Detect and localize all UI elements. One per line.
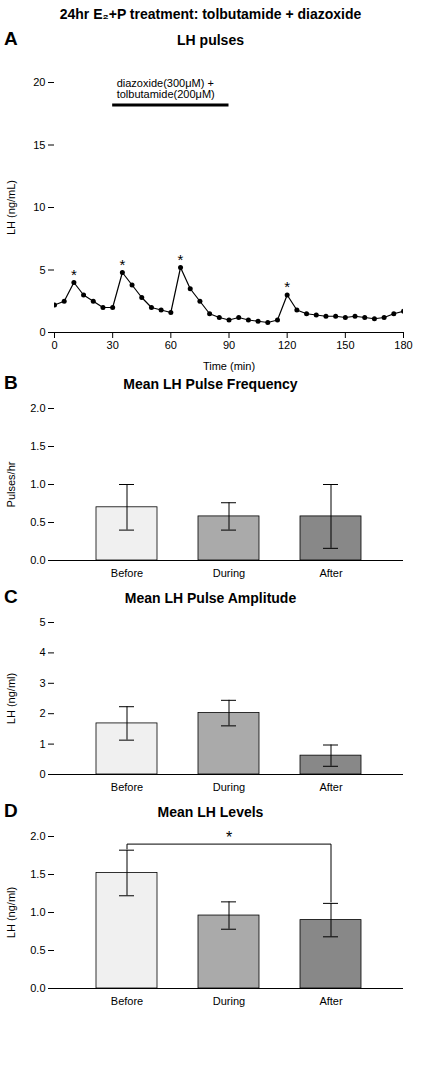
- html-text:Mean LH Pulse Amplitude: Mean LH Pulse Amplitude: [124, 590, 297, 606]
- html-text:B: B: [4, 372, 18, 393]
- svg-text:*: *: [284, 278, 290, 295]
- svg-text:During: During: [213, 781, 245, 793]
- svg-text:0: 0: [39, 768, 45, 780]
- svg-text:After: After: [319, 995, 343, 1007]
- svg-text:Before: Before: [111, 995, 143, 1007]
- svg-text:During: During: [213, 567, 245, 579]
- html-text:Mean LH Levels: Mean LH Levels: [157, 804, 264, 820]
- html-text:Mean LH Pulse Frequency: Mean LH Pulse Frequency: [123, 376, 298, 392]
- svg-text:180: 180: [394, 339, 412, 351]
- svg-text:90: 90: [223, 339, 235, 351]
- html-text:24hr E₂+P treatment: tolbutami: 24hr E₂+P treatment: tolbutamide + diazo…: [59, 6, 362, 22]
- svg-text:15: 15: [33, 139, 45, 151]
- svg-text:0: 0: [39, 326, 45, 338]
- html-text:A: A: [4, 28, 18, 49]
- svg-text:2: 2: [39, 707, 45, 719]
- svg-text:60: 60: [165, 339, 177, 351]
- html-text:D: D: [4, 800, 18, 821]
- svg-text:Before: Before: [111, 781, 143, 793]
- svg-text:*: *: [226, 829, 232, 846]
- svg-text:0.0: 0.0: [30, 554, 45, 566]
- svg-text:2.0: 2.0: [30, 402, 45, 414]
- svg-text:LH (ng/ml): LH (ng/ml): [5, 887, 17, 938]
- svg-text:1.5: 1.5: [30, 440, 45, 452]
- svg-text:0.5: 0.5: [30, 944, 45, 956]
- svg-text:20: 20: [33, 76, 45, 88]
- svg-text:30: 30: [107, 339, 119, 351]
- svg-text:Time (min): Time (min): [203, 360, 255, 372]
- svg-text:0.5: 0.5: [30, 516, 45, 528]
- svg-text:1.0: 1.0: [30, 906, 45, 918]
- svg-text:*: *: [119, 256, 125, 273]
- svg-text:3: 3: [39, 677, 45, 689]
- svg-text:*: *: [178, 251, 184, 268]
- svg-text:After: After: [319, 781, 343, 793]
- svg-text:1.0: 1.0: [30, 478, 45, 490]
- svg-text:Pulses/hr: Pulses/hr: [5, 461, 17, 507]
- svg-text:120: 120: [278, 339, 296, 351]
- svg-text:5: 5: [39, 264, 45, 276]
- svg-text:2.0: 2.0: [30, 830, 45, 842]
- svg-text:0.0: 0.0: [30, 982, 45, 994]
- svg-text:After: After: [319, 567, 343, 579]
- svg-text:5: 5: [39, 616, 45, 628]
- svg-text:During: During: [213, 995, 245, 1007]
- svg-text:Before: Before: [111, 567, 143, 579]
- svg-text:10: 10: [33, 201, 45, 213]
- html-text:LH pulses: LH pulses: [177, 32, 244, 48]
- html-text:C: C: [4, 586, 18, 607]
- svg-text:0: 0: [51, 339, 57, 351]
- svg-text:LH (ng/mL): LH (ng/mL): [5, 180, 17, 235]
- svg-text:diazoxide(300μM) +tolbutamide(: diazoxide(300μM) +tolbutamide(200μM): [117, 77, 215, 100]
- svg-text:LH (ng/ml): LH (ng/ml): [5, 673, 17, 724]
- svg-text:150: 150: [336, 339, 354, 351]
- svg-text:1.5: 1.5: [30, 868, 45, 880]
- svg-text:1: 1: [39, 738, 45, 750]
- svg-text:4: 4: [39, 646, 45, 658]
- svg-text:*: *: [71, 266, 77, 283]
